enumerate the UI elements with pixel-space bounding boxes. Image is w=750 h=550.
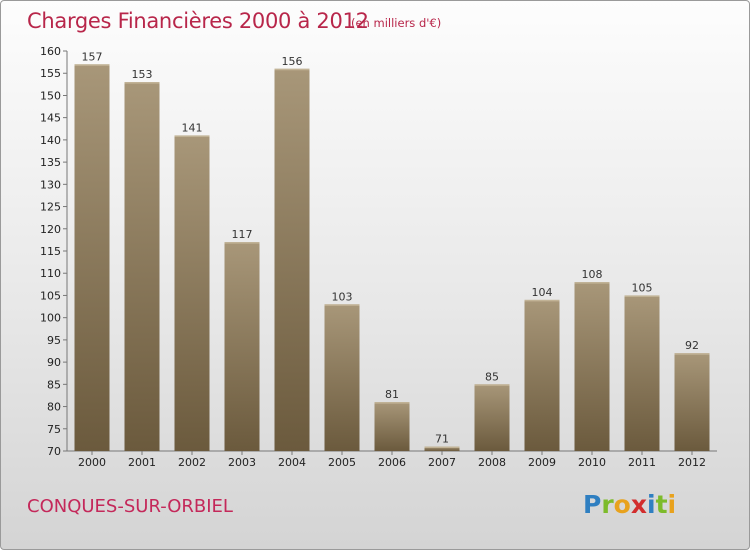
bar bbox=[174, 135, 210, 451]
y-tick-label: 145 bbox=[40, 112, 61, 125]
y-tick-label: 155 bbox=[40, 67, 61, 80]
logo-letter: P bbox=[583, 490, 602, 519]
bar bbox=[424, 446, 460, 451]
y-tick-label: 115 bbox=[40, 245, 61, 258]
bar bbox=[124, 82, 160, 451]
y-tick-label: 100 bbox=[40, 312, 61, 325]
bar-top-edge bbox=[424, 446, 460, 449]
bar bbox=[674, 353, 710, 451]
value-label: 71 bbox=[435, 433, 449, 446]
bar bbox=[524, 299, 560, 451]
y-tick-label: 125 bbox=[40, 201, 61, 214]
bar-top-edge bbox=[124, 82, 160, 84]
value-label: 156 bbox=[282, 55, 303, 68]
y-tick-label: 150 bbox=[40, 89, 61, 102]
y-tick-label: 70 bbox=[47, 445, 61, 458]
y-tick-label: 160 bbox=[40, 45, 61, 58]
value-label: 141 bbox=[182, 121, 203, 134]
bar-top-edge bbox=[174, 135, 210, 137]
x-tick-label: 2007 bbox=[428, 456, 456, 469]
bar-top-edge bbox=[674, 353, 710, 355]
x-tick-label: 2010 bbox=[578, 456, 606, 469]
y-tick-label: 140 bbox=[40, 134, 61, 147]
logo-letter: r bbox=[601, 490, 614, 519]
y-tick-label: 130 bbox=[40, 178, 61, 191]
x-tick-label: 2004 bbox=[278, 456, 306, 469]
value-label: 81 bbox=[385, 388, 399, 401]
y-tick-label: 90 bbox=[47, 356, 61, 369]
y-tick-label: 95 bbox=[47, 334, 61, 347]
x-tick-label: 2006 bbox=[378, 456, 406, 469]
bar-top-edge bbox=[474, 384, 510, 386]
logo-letter: x bbox=[630, 490, 647, 519]
bar bbox=[574, 282, 610, 451]
logo-letter: i bbox=[647, 490, 656, 519]
bar-top-edge bbox=[74, 64, 110, 66]
value-label: 108 bbox=[582, 268, 603, 281]
bar-top-edge bbox=[274, 68, 310, 71]
value-label: 103 bbox=[332, 290, 353, 303]
bar bbox=[374, 402, 410, 451]
value-label: 85 bbox=[485, 370, 499, 383]
bar-top-edge bbox=[324, 304, 360, 306]
x-tick-label: 2011 bbox=[628, 456, 656, 469]
logo-letter: o bbox=[613, 490, 631, 519]
y-tick-label: 110 bbox=[40, 267, 61, 280]
x-tick-label: 2003 bbox=[228, 456, 256, 469]
value-label: 105 bbox=[632, 281, 653, 294]
y-tick-label: 80 bbox=[47, 401, 61, 414]
y-tick-label: 105 bbox=[40, 289, 61, 302]
x-tick-label: 2009 bbox=[528, 456, 556, 469]
value-label: 157 bbox=[82, 50, 103, 63]
x-tick-label: 2002 bbox=[178, 456, 206, 469]
value-label: 117 bbox=[232, 228, 253, 241]
bar bbox=[324, 304, 360, 451]
chart-subtitle: (en milliers d'€) bbox=[351, 16, 442, 30]
bar-top-edge bbox=[624, 295, 660, 297]
x-tick-label: 2005 bbox=[328, 456, 356, 469]
bar bbox=[624, 295, 660, 451]
x-tick-label: 2012 bbox=[678, 456, 706, 469]
x-tick-label: 2001 bbox=[128, 456, 156, 469]
y-tick-label: 135 bbox=[40, 156, 61, 169]
value-label: 153 bbox=[132, 68, 153, 81]
bar bbox=[474, 384, 510, 451]
bar bbox=[274, 68, 310, 452]
y-tick-label: 75 bbox=[47, 423, 61, 436]
value-label: 92 bbox=[685, 339, 699, 352]
x-tick-label: 2000 bbox=[78, 456, 106, 469]
logo-letter: i bbox=[667, 490, 677, 519]
value-label: 104 bbox=[532, 286, 553, 299]
bar bbox=[224, 242, 260, 451]
y-tick-label: 120 bbox=[40, 223, 61, 236]
proxiti-logo: Proxiti bbox=[583, 490, 676, 519]
y-tick-label: 85 bbox=[47, 378, 61, 391]
commune-name: CONQUES-SUR-ORBIEL bbox=[27, 496, 233, 517]
bar-top-edge bbox=[374, 402, 410, 404]
chart-title: Charges Financières 2000 à 2012 bbox=[27, 9, 369, 33]
bar-top-edge bbox=[524, 299, 560, 302]
bar-top-edge bbox=[224, 242, 260, 244]
bar bbox=[74, 64, 110, 452]
bar-top-edge bbox=[574, 282, 610, 284]
x-tick-label: 2008 bbox=[478, 456, 506, 469]
logo-letter: t bbox=[655, 490, 668, 519]
